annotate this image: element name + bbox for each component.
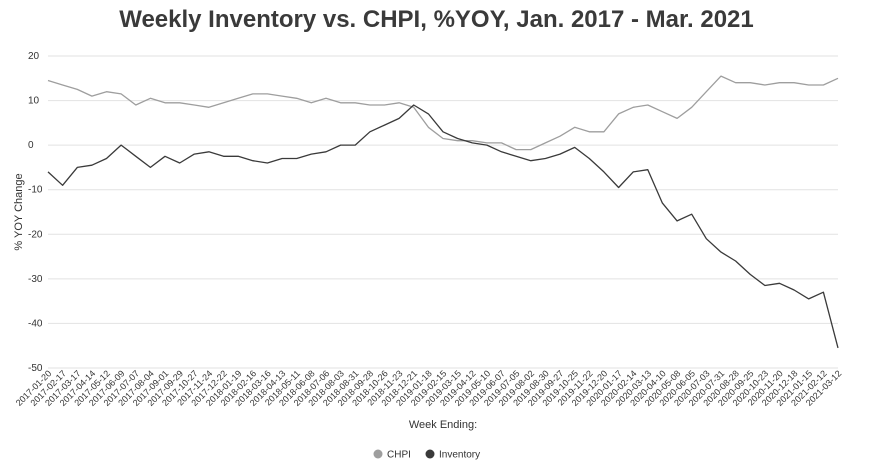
y-tick-label: -10 (28, 185, 43, 196)
y-tick-label: 20 (28, 51, 40, 62)
x-axis-title: Week Ending: (409, 419, 477, 431)
y-tick-label: -40 (28, 318, 43, 329)
legend-marker-inventory (425, 449, 435, 459)
y-tick-label: -30 (28, 274, 43, 285)
legend-marker-chpi (373, 449, 383, 459)
y-tick-label: 0 (28, 140, 34, 151)
legend-label-chpi: CHPI (387, 450, 411, 461)
y-axis-title: % YOY Change (13, 173, 25, 250)
legend-label-inventory: Inventory (439, 450, 480, 461)
y-tick-label: -20 (28, 229, 43, 240)
series-line-chpi (47, 75, 839, 151)
y-tick-label: 10 (28, 96, 40, 107)
y-tick-label: -50 (28, 363, 43, 374)
chart-title: Weekly Inventory vs. CHPI, %YOY, Jan. 20… (119, 6, 754, 33)
series-line-inventory (47, 104, 839, 349)
